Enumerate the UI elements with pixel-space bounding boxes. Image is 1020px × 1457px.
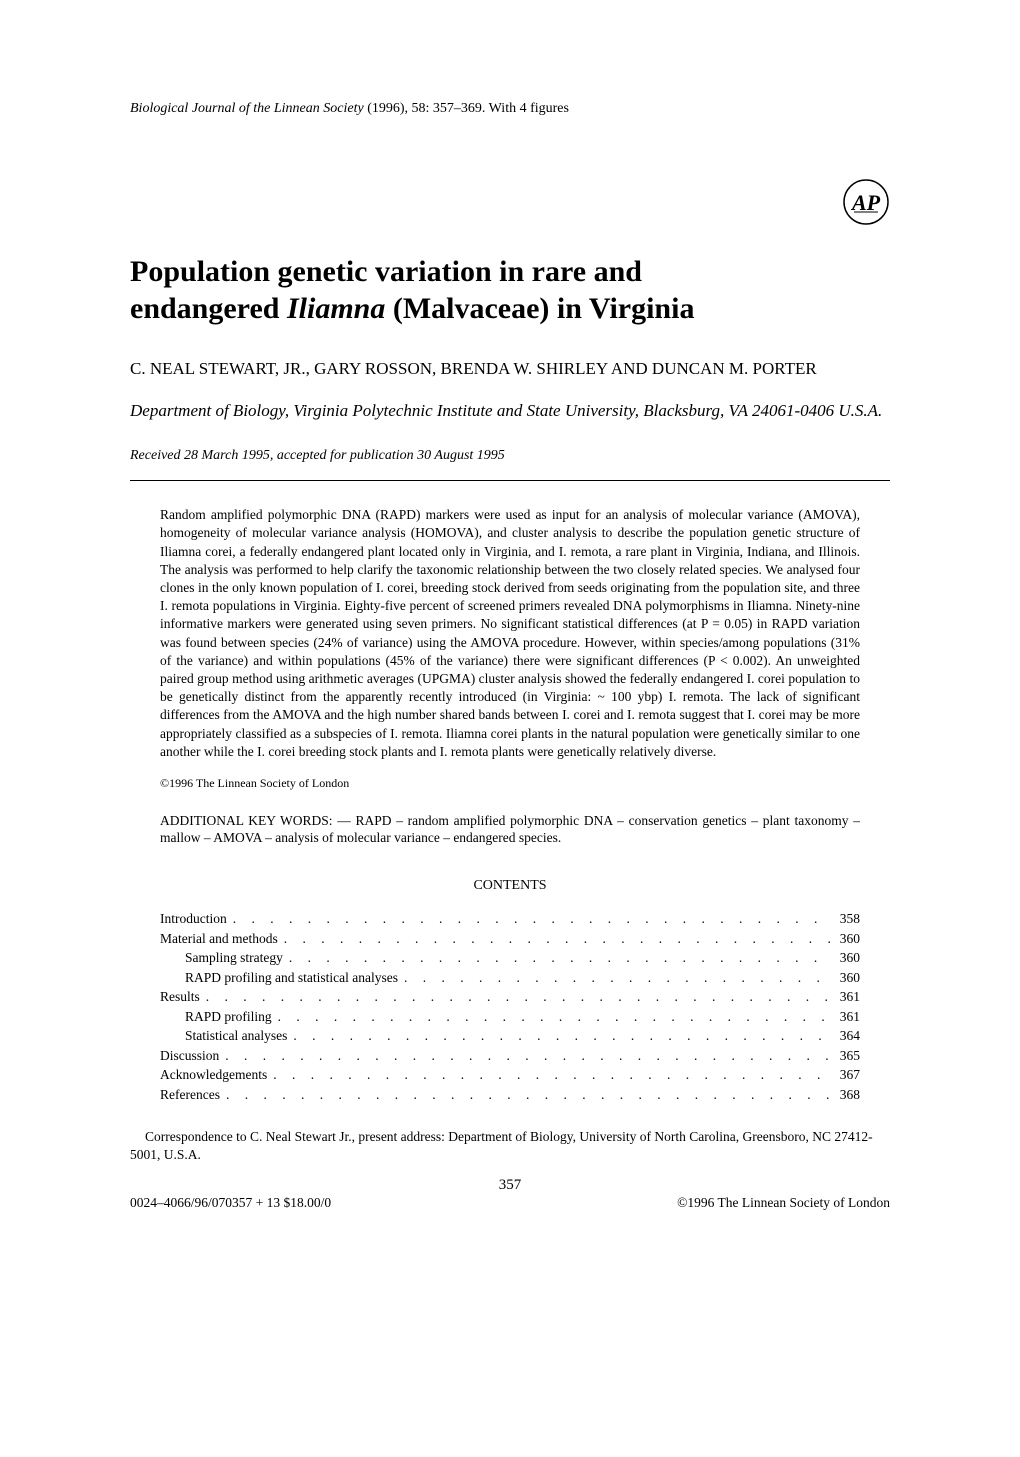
toc-page: 360 [830,969,860,987]
toc-page: 361 [830,988,860,1006]
keywords: ADDITIONAL KEY WORDS: — RAPD – random am… [160,812,860,847]
toc-dots: . . . . . . . . . . . . . . . . . . . . … [283,949,830,967]
toc-page: 361 [830,1008,860,1026]
page-footer: 0024–4066/96/070357 + 13 $18.00/0 ©1996 … [130,1194,890,1212]
toc-page: 367 [830,1066,860,1084]
journal-pages: 357–369. With 4 figures [433,101,569,116]
divider-line [130,480,890,481]
authors: C. NEAL STEWART, JR., GARY ROSSON, BREND… [130,358,890,380]
toc-row: Introduction . . . . . . . . . . . . . .… [160,910,860,928]
toc-label: RAPD profiling and statistical analyses [160,969,398,987]
contents-header: CONTENTS [130,877,890,895]
toc-label: RAPD profiling [160,1008,272,1026]
journal-volume: 58: [412,101,430,116]
toc-dots: . . . . . . . . . . . . . . . . . . . . … [278,930,830,948]
toc-dots: . . . . . . . . . . . . . . . . . . . . … [220,1086,830,1104]
toc-dots: . . . . . . . . . . . . . . . . . . . . … [219,1047,829,1065]
toc-page: 364 [830,1027,860,1045]
toc-label: Material and methods [160,930,278,948]
toc-row: RAPD profiling . . . . . . . . . . . . .… [160,1008,860,1026]
toc-label: Sampling strategy [160,949,283,967]
toc-page: 358 [830,910,860,928]
toc-dots: . . . . . . . . . . . . . . . . . . . . … [398,969,830,987]
toc-dots: . . . . . . . . . . . . . . . . . . . . … [227,910,830,928]
toc-page: 365 [830,1047,860,1065]
title-line2a: endangered [130,292,287,325]
title-line2b: (Malvaceae) in Virginia [385,292,694,325]
copyright-abstract: ©1996 The Linnean Society of London [160,776,860,792]
footer-left: 0024–4066/96/070357 + 13 $18.00/0 [130,1194,331,1212]
toc-row: References . . . . . . . . . . . . . . .… [160,1086,860,1104]
footer-right: ©1996 The Linnean Society of London [677,1194,890,1212]
toc-label: Results [160,988,200,1006]
svg-text:AP: AP [850,190,881,215]
toc-page: 368 [830,1086,860,1104]
toc-dots: . . . . . . . . . . . . . . . . . . . . … [200,988,830,1006]
journal-name: Biological Journal of the Linnean Societ… [130,101,364,116]
toc-page: 360 [830,949,860,967]
toc-label: References [160,1086,220,1104]
toc-row: Results . . . . . . . . . . . . . . . . … [160,988,860,1006]
correspondence: Correspondence to C. Neal Stewart Jr., p… [130,1128,890,1163]
received-dates: Received 28 March 1995, accepted for pub… [130,447,890,465]
toc-row: Sampling strategy . . . . . . . . . . . … [160,949,860,967]
toc-row: Statistical analyses . . . . . . . . . .… [160,1027,860,1045]
toc-label: Statistical analyses [160,1027,287,1045]
title-genus: Iliamna [287,292,385,325]
table-of-contents: Introduction . . . . . . . . . . . . . .… [160,910,860,1103]
toc-row: Acknowledgements . . . . . . . . . . . .… [160,1066,860,1084]
toc-row: Material and methods . . . . . . . . . .… [160,930,860,948]
toc-row: RAPD profiling and statistical analyses … [160,969,860,987]
toc-label: Acknowledgements [160,1066,267,1084]
article-title: Population genetic variation in rare and… [130,253,890,328]
publisher-logo: AP [842,178,890,233]
toc-label: Introduction [160,910,227,928]
toc-page: 360 [830,930,860,948]
page-number: 357 [499,1176,522,1196]
toc-dots: . . . . . . . . . . . . . . . . . . . . … [287,1027,829,1045]
toc-dots: . . . . . . . . . . . . . . . . . . . . … [267,1066,830,1084]
toc-label: Discussion [160,1047,219,1065]
toc-dots: . . . . . . . . . . . . . . . . . . . . … [272,1008,830,1026]
journal-year: (1996), [367,101,408,116]
title-line1: Population genetic variation in rare and [130,255,642,288]
toc-row: Discussion . . . . . . . . . . . . . . .… [160,1047,860,1065]
journal-header: Biological Journal of the Linnean Societ… [130,100,890,118]
abstract: Random amplified polymorphic DNA (RAPD) … [160,506,860,761]
affiliation: Department of Biology, Virginia Polytech… [130,400,890,422]
